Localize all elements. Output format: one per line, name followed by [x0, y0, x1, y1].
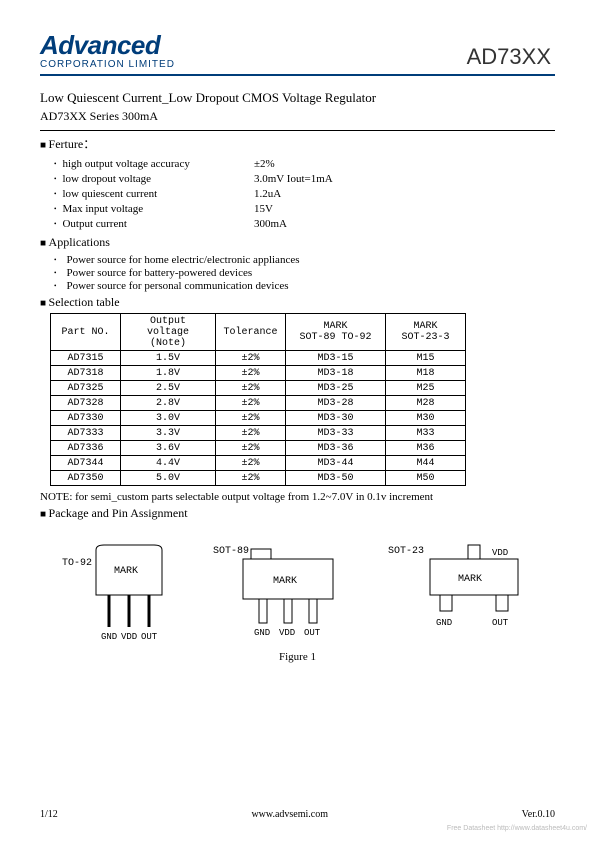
pin-out: OUT	[304, 628, 321, 638]
pin-out: OUT	[492, 618, 509, 628]
package-sot23: SOT-23 VDD MARK GND OUT	[382, 535, 542, 645]
application-item: Power source for home electric/electroni…	[54, 253, 555, 266]
col-mark2: MARKSOT-23-3	[386, 314, 466, 351]
col-mark1: MARKSOT-89 TO-92	[286, 314, 386, 351]
feature-label: low quiescent current	[52, 187, 252, 200]
pin-vdd: VDD	[279, 628, 295, 638]
sot89-mark: MARK	[273, 576, 297, 587]
table-row: AD73363.6V±2%MD3-36M36	[51, 441, 466, 456]
table-row: AD73151.5V±2%MD3-15M15	[51, 351, 466, 366]
applications-list: Power source for home electric/electroni…	[54, 253, 555, 292]
table-row: AD73505.0V±2%MD3-50M50	[51, 471, 466, 486]
brand-block: Advanced CORPORATION LIMITED	[40, 30, 175, 70]
brand-main: Advanced	[40, 30, 175, 61]
table-header-row: Part NO. Output voltage(Note) Tolerance …	[51, 314, 466, 351]
feature-row: Output current300mA	[52, 217, 563, 230]
page-subtitle: AD73XX Series 300mA	[40, 109, 555, 124]
pin-vdd: VDD	[121, 632, 137, 642]
table-row: AD73181.8V±2%MD3-18M18	[51, 366, 466, 381]
pin-gnd: GND	[254, 628, 270, 638]
col-part: Part NO.	[51, 314, 121, 351]
table-row: AD73252.5V±2%MD3-25M25	[51, 381, 466, 396]
page-header: Advanced CORPORATION LIMITED AD73XX	[40, 30, 555, 76]
feature-row: Max input voltage15V	[52, 202, 563, 215]
feature-value: ±2%	[254, 157, 563, 170]
table-row: AD73303.0V±2%MD3-30M30	[51, 411, 466, 426]
sot89-icon: SOT-89 MARK GND VDD OUT	[203, 535, 363, 645]
footer-version: Ver.0.10	[522, 809, 555, 820]
brand-sub: CORPORATION LIMITED	[40, 59, 175, 70]
selection-heading: Selection table	[40, 295, 555, 310]
feature-label: high output voltage accuracy	[52, 157, 252, 170]
pin-gnd: GND	[436, 618, 452, 628]
application-item: Power source for battery-powered devices	[54, 266, 555, 279]
table-row: AD73282.8V±2%MD3-28M28	[51, 396, 466, 411]
feature-row: low dropout voltage3.0mV Iout=1mA	[52, 172, 563, 185]
table-row: AD73333.3V±2%MD3-33M33	[51, 426, 466, 441]
col-tolerance: Tolerance	[216, 314, 286, 351]
package-diagrams: TO-92 MARK GND VDD OUT SOT-89 MARK GND V…	[40, 535, 555, 645]
feature-row: high output voltage accuracy±2%	[52, 157, 563, 170]
feature-label: Max input voltage	[52, 202, 252, 215]
application-item: Power source for personal communication …	[54, 279, 555, 292]
pin-out: OUT	[141, 632, 158, 642]
sot23-icon: SOT-23 VDD MARK GND OUT	[382, 535, 542, 645]
page-title: Low Quiescent Current_Low Dropout CMOS V…	[40, 90, 555, 106]
selection-table: Part NO. Output voltage(Note) Tolerance …	[50, 313, 466, 486]
applications-heading: Applications	[40, 235, 555, 250]
sot89-label: SOT-89	[213, 546, 249, 557]
pin-gnd: GND	[101, 632, 117, 642]
sot23-mark: MARK	[458, 574, 482, 585]
col-voltage: Output voltage(Note)	[121, 314, 216, 351]
features-table: high output voltage accuracy±2% low drop…	[50, 155, 565, 232]
to92-icon: TO-92 MARK GND VDD OUT	[54, 535, 184, 645]
watermark: Free Datasheet http://www.datasheet4u.co…	[447, 825, 587, 832]
package-to92: TO-92 MARK GND VDD OUT	[54, 535, 184, 645]
table-row: AD73444.4V±2%MD3-44M44	[51, 456, 466, 471]
to92-mark: MARK	[114, 566, 138, 577]
figure-caption: Figure 1	[40, 651, 555, 663]
pin-vdd: VDD	[492, 548, 508, 558]
package-heading: Package and Pin Assignment	[40, 506, 555, 521]
page-footer: 1/12 www.advsemi.com Ver.0.10	[40, 809, 555, 820]
footer-page: 1/12	[40, 809, 58, 820]
feature-value: 3.0mV Iout=1mA	[254, 172, 563, 185]
feature-value: 300mA	[254, 217, 563, 230]
selection-note: NOTE: for semi_custom parts selectable o…	[40, 491, 555, 503]
feature-label: low dropout voltage	[52, 172, 252, 185]
to92-label: TO-92	[62, 558, 92, 569]
feature-label: Output current	[52, 217, 252, 230]
feature-value: 1.2uA	[254, 187, 563, 200]
title-divider	[40, 130, 555, 131]
feature-row: low quiescent current1.2uA	[52, 187, 563, 200]
footer-url: www.advsemi.com	[251, 809, 328, 820]
package-sot89: SOT-89 MARK GND VDD OUT	[203, 535, 363, 645]
sot23-label: SOT-23	[388, 546, 424, 557]
features-heading: Ferture：	[40, 135, 555, 152]
feature-value: 15V	[254, 202, 563, 215]
part-number: AD73XX	[467, 44, 555, 70]
